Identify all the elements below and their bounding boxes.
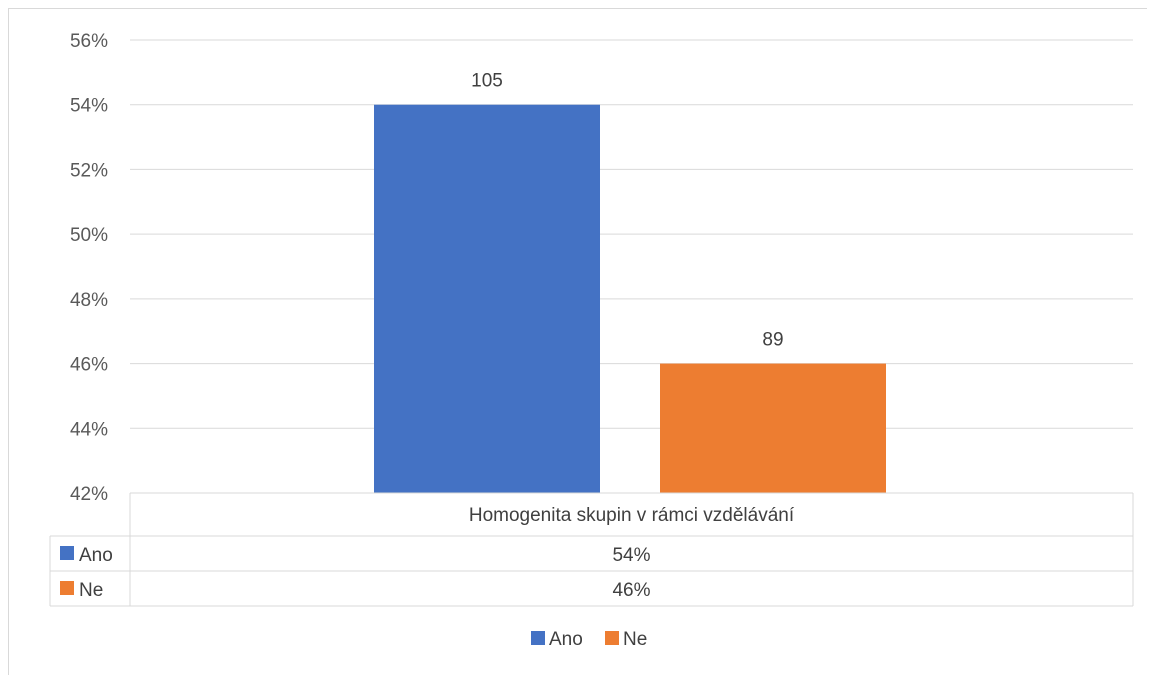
y-tick-label: 54% [70,96,108,117]
table-series-name: Ano [79,545,113,566]
table-category-header: Homogenita skupin v rámci vzdělávání [469,505,795,526]
y-tick-label: 42% [70,484,108,505]
y-tick-label: 46% [70,355,108,376]
legend-swatch-ano [531,631,545,645]
table-series-name: Ne [79,580,103,601]
legend-label: Ano [549,629,583,650]
data-label: 89 [762,330,783,351]
bar-ne [660,363,886,493]
table-legend-key [60,546,74,560]
y-tick-label: 56% [70,31,108,52]
data-label: 105 [471,71,503,92]
table-legend-key [60,581,74,595]
table-value: 46% [612,580,650,601]
bar-ano [374,104,600,493]
chart-area [8,8,1147,675]
table-value: 54% [612,545,650,566]
legend-swatch-ne [605,631,619,645]
y-tick-label: 44% [70,419,108,440]
y-tick-label: 48% [70,290,108,311]
legend-label: Ne [623,629,647,650]
y-tick-label: 52% [70,160,108,181]
y-tick-label: 50% [70,225,108,246]
